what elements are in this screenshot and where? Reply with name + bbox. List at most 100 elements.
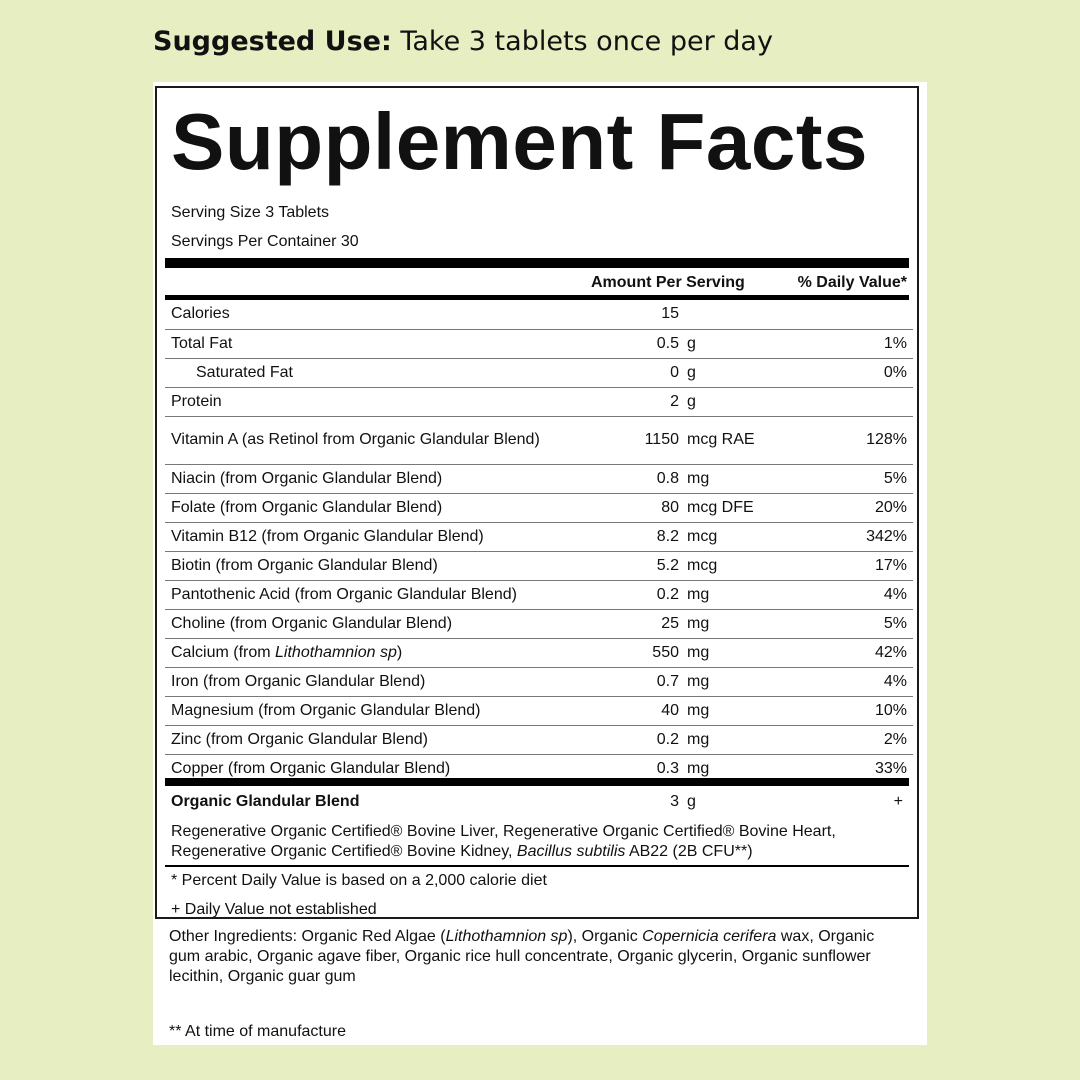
other-ingredients-italic: Copernicia cerifera [642,928,777,945]
header-daily-value: % Daily Value* [797,274,907,291]
nutrient-table: Calories 15 Total Fat 0.5 g 1% Saturated Fat 0 g… [165,300,913,783]
nutrient-name: Copper (from Organic Glandular Blend) [171,759,451,777]
nutrient-unit: mcg DFE [687,498,754,516]
blend-daily-value: + [893,793,903,810]
nutrient-row: Magnesium (from Organic Glandular Blend)… [165,696,913,725]
nutrient-amount: 15 [661,305,679,323]
nutrient-unit: mg [687,730,710,748]
manufacture-note: ** At time of manufacture [169,1023,346,1040]
thick-divider [165,258,909,268]
nutrient-name: Calcium (from Lithothamnion sp) [171,643,403,661]
nutrient-row: Vitamin A (as Retinol from Organic Gland… [165,416,913,464]
footnote-divider [165,865,909,867]
nutrient-row: Protein 2 g [165,387,913,416]
nutrient-daily-value: 10% [874,701,907,719]
nutrient-unit: mg [687,614,710,632]
nutrient-amount: 0.8 [656,469,679,487]
nutrient-unit: mg [687,585,710,603]
nutrient-row: Pantothenic Acid (from Organic Glandular… [165,580,913,609]
blend-amount: 3 [670,793,679,810]
nutrient-name: Folate (from Organic Glandular Blend) [171,498,443,516]
blend-name: Organic Glandular Blend [171,793,360,810]
panel-title: Supplement Facts [171,97,869,186]
nutrient-row: Folate (from Organic Glandular Blend) 80 m… [165,493,913,522]
nutrient-daily-value: 17% [874,556,907,574]
nutrient-daily-value: 2% [883,730,907,748]
nutrient-row: Vitamin B12 (from Organic Glandular Blen… [165,522,913,551]
nutrient-amount: 40 [661,701,679,719]
nutrient-name: Biotin (from Organic Glandular Blend) [171,556,438,574]
nutrient-amount: 550 [652,643,679,661]
nutrient-row: Biotin (from Organic Glandular Blend) 5.2… [165,551,913,580]
nutrient-row: Total Fat 0.5 g 1% [165,329,913,358]
nutrient-row: Saturated Fat 0 g 0% [165,358,913,387]
nutrient-name: Pantothenic Acid (from Organic Glandular… [171,585,517,603]
nutrient-unit: mcg [687,556,718,574]
nutrient-daily-value: 42% [874,643,907,661]
nutrient-unit: mg [687,672,710,690]
nutrient-row: Choline (from Organic Glandular Blend) 25… [165,609,913,638]
nutrient-name: Vitamin A (as Retinol from Organic Gland… [171,431,540,448]
suggested-use-line: Suggested Use: Take 3 tablets once per d… [153,26,773,57]
nutrient-amount: 5.2 [656,556,679,574]
nutrient-amount: 80 [661,498,679,516]
nutrient-row: Zinc (from Organic Glandular Blend) 0.2 mg… [165,725,913,754]
blend-description: Regenerative Organic Certified® Bovine L… [171,822,891,862]
nutrient-daily-value: 5% [883,614,907,632]
other-ingredients-text: wax, Organic gum arabic, Organic agave f… [169,928,875,985]
suggested-use-label: Suggested Use: [153,26,392,57]
nutrient-daily-value: 1% [883,334,907,352]
suggested-use-text: Take 3 tablets once per day [400,26,773,57]
nutrient-unit: g [687,363,696,381]
serving-size: Serving Size 3 Tablets [171,204,330,221]
nutrient-daily-value: 33% [874,759,907,777]
header-amount: Amount Per Serving [591,274,745,291]
nutrient-row: Calories 15 [165,300,913,329]
nutrient-daily-value: 4% [883,585,907,603]
nutrient-unit [679,300,799,329]
other-ingredients: Other Ingredients: Organic Red Algae (Li… [169,927,909,987]
nutrient-name: Iron (from Organic Glandular Blend) [171,672,426,690]
servings-per-container: Servings Per Container 30 [171,233,359,250]
nutrient-row: Niacin (from Organic Glandular Blend) 0.8… [165,464,913,493]
nutrient-unit: mg [687,701,710,719]
nutrient-amount: 2 [670,392,679,410]
nutrient-unit: mg [687,469,710,487]
nutrient-amount: 8.2 [656,527,679,545]
nutrient-daily-value: 342% [866,527,907,545]
nutrient-daily-value [799,387,913,416]
supplement-card: Supplement Facts Serving Size 3 Tablets … [153,82,927,1045]
nutrient-daily-value: 4% [883,672,907,690]
blend-desc-text: Regenerative Organic Certified® Bovine L… [171,823,836,860]
nutrient-amount: 25 [661,614,679,632]
nutrient-row: Iron (from Organic Glandular Blend) 0.7 mg… [165,667,913,696]
nutrient-amount: 0.2 [656,585,679,603]
other-ingredients-text: ), Organic [567,928,643,945]
column-header: Amount Per Serving % Daily Value* [165,271,909,295]
nutrient-name: Protein [171,392,222,410]
nutrient-daily-value: 0% [883,363,907,381]
nutrient-name: Saturated Fat [196,363,293,381]
nutrient-unit: g [687,392,696,410]
nutrient-daily-value: 5% [883,469,907,487]
nutrient-amount: 0.3 [656,759,679,777]
nutrient-unit: mg [687,759,710,777]
nutrient-daily-value: 128% [866,431,907,448]
medium-divider [165,295,909,300]
footnote-dv-not-established: + Daily Value not established [171,901,377,918]
nutrient-amount: 0.5 [656,334,679,352]
nutrient-amount: 0.2 [656,730,679,748]
other-ingredients-italic: Lithothamnion sp [445,928,568,945]
blend-desc-italic: Bacillus subtilis [516,843,626,860]
other-ingredients-text: Other Ingredients: Organic Red Algae ( [169,928,446,945]
supplement-facts-panel: Supplement Facts Serving Size 3 Tablets … [155,86,919,919]
nutrient-daily-value: 20% [874,498,907,516]
nutrient-amount: 0 [670,363,679,381]
nutrient-daily-value [799,300,913,329]
nutrient-unit: mcg [687,527,718,545]
blend-desc-end: AB22 (2B CFU**) [625,843,753,860]
nutrient-unit: g [687,334,696,352]
nutrient-name: Niacin (from Organic Glandular Blend) [171,469,443,487]
nutrient-amount: 1150 [644,431,679,448]
nutrient-name: Calories [171,305,230,323]
